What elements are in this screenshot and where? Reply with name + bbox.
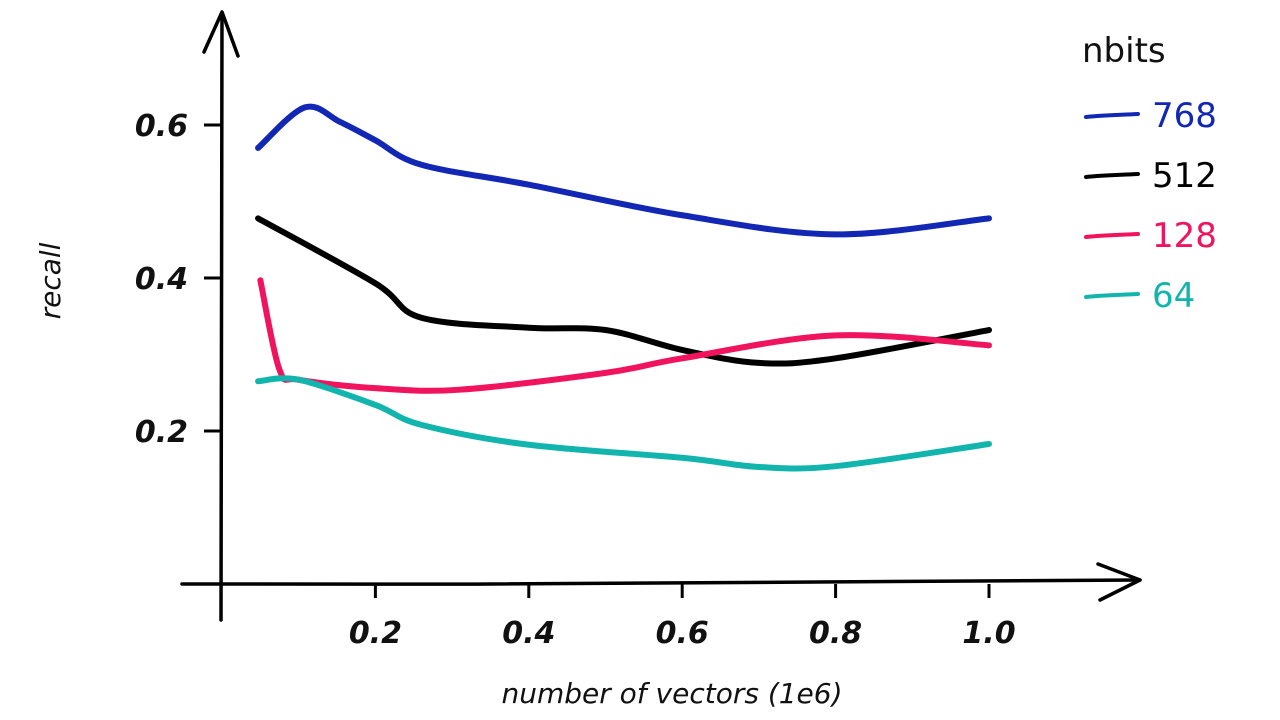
legend: nbits 768 512 128 64 [1082,31,1217,316]
y-tick-label: 0.2 [135,415,188,450]
legend-swatch-128 [1084,232,1140,239]
series-line-768 [255,103,992,238]
legend-title: nbits [1082,31,1166,71]
axes [180,10,1142,622]
x-axis [180,578,1142,587]
x-tick-label: 0.4 [502,616,555,651]
legend-label-64: 64 [1152,276,1195,316]
legend-swatch-512 [1084,172,1140,179]
legend-swatch-64 [1084,292,1140,299]
legend-label-128: 128 [1152,216,1217,256]
legend-label-768: 768 [1152,96,1217,136]
x-axis-label: number of vectors (1e6) [501,677,842,710]
series-line-64 [255,375,992,472]
y-axis-arrow-icon [202,10,240,58]
x-tick-label: 0.6 [656,616,709,651]
x-tick-label: 1.0 [962,616,1015,651]
x-tick-label: 0.8 [809,616,862,651]
series-line-512 [255,215,992,367]
x-tick-label: 0.2 [349,616,402,651]
legend-label-512: 512 [1152,156,1217,196]
x-axis-arrow-icon [1096,562,1142,602]
y-axis [219,12,224,622]
y-tick-label: 0.4 [135,262,188,297]
y-axis-label: recall [34,242,67,319]
y-tick-label: 0.6 [135,109,188,144]
legend-swatch-768 [1084,112,1140,119]
